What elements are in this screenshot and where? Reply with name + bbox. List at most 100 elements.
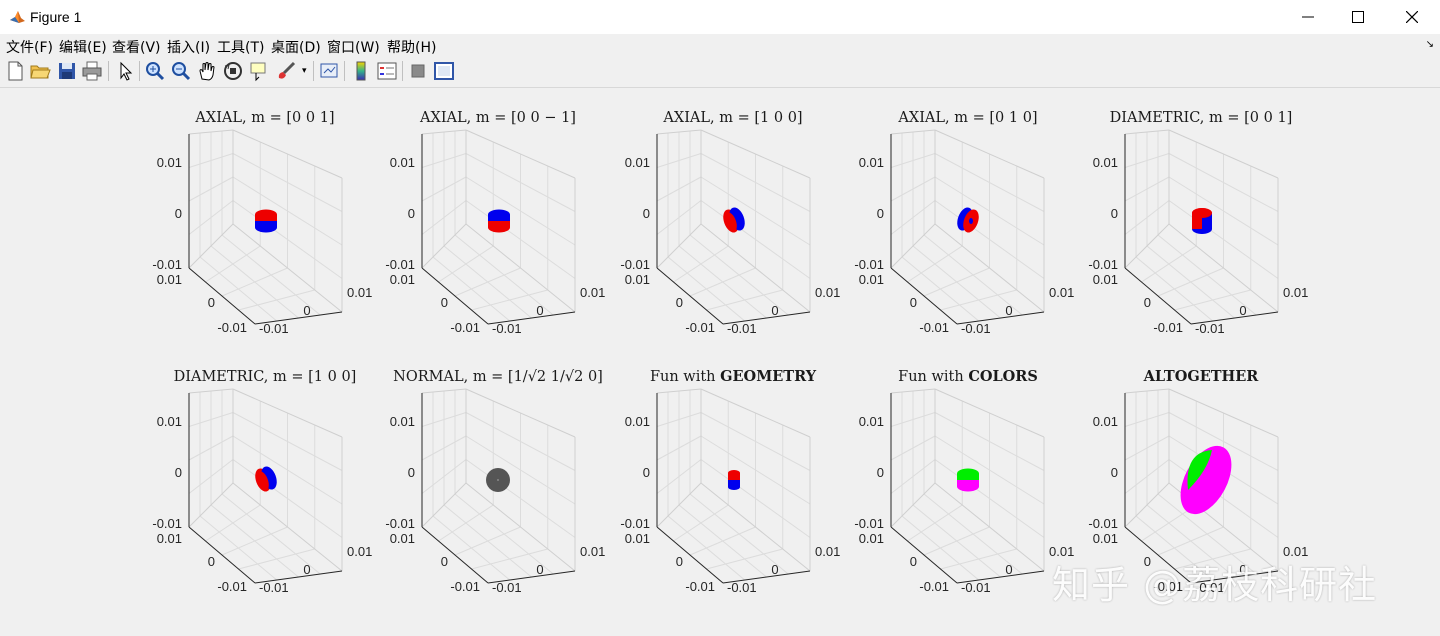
subplot-title-text: AXIAL, (662, 110, 719, 126)
zoom-in-icon[interactable] (144, 60, 166, 82)
hide-plot-tools-icon[interactable] (407, 60, 429, 82)
magnet-shape (957, 468, 979, 492)
tick-label: -0.01 (1088, 516, 1118, 531)
watermark: 知乎 @荔枝科研社 (1052, 563, 1378, 607)
brush-icon[interactable] (275, 60, 297, 82)
minimize-button[interactable] (1282, 0, 1334, 34)
grid-line (471, 289, 548, 311)
subplot-axes[interactable]: 0.010-0.010.010-0.01 -0.0100.01DIAMETRIC,… (1088, 110, 1308, 336)
menu-desktop[interactable]: 桌面(D) (271, 40, 321, 56)
new-figure-icon[interactable] (4, 60, 26, 82)
magnet-shape (255, 209, 277, 233)
axes-box-edge (1168, 223, 1279, 313)
axes-box-edge (188, 129, 234, 135)
tick-label: 0 (676, 295, 683, 310)
tick-label: 0.01 (859, 155, 884, 170)
rotate-3d-icon[interactable] (222, 60, 244, 82)
menu-window[interactable]: 窗口(W) (327, 40, 380, 56)
tick-label: 0.01 (390, 414, 415, 429)
menu-view[interactable]: 查看(V) (112, 40, 161, 56)
grid-line (890, 200, 936, 235)
tick-label: 0 (771, 562, 778, 577)
menu-edit[interactable]: 编辑(E) (59, 40, 107, 56)
tick-label: 0 (676, 554, 683, 569)
grid-line (221, 267, 288, 297)
tick-label: -0.01 (961, 580, 991, 595)
colorbar-icon[interactable] (350, 60, 372, 82)
magnet-shape (1192, 208, 1212, 234)
tick-label: 0 (208, 554, 215, 569)
tick-label: -0.01 (961, 321, 991, 336)
print-icon[interactable] (81, 60, 103, 82)
select-arrow-icon[interactable] (114, 60, 136, 82)
subplot-title-text: NORMAL, (393, 369, 473, 385)
window-title: Figure 1 (30, 9, 82, 25)
close-button[interactable] (1386, 0, 1438, 34)
y-axis-line (1124, 526, 1192, 584)
tick-label: 0.01 (1093, 155, 1118, 170)
axes-box-edge (465, 388, 576, 438)
tick-label: -0.01 (620, 516, 650, 531)
brush-dropdown-icon[interactable]: ▾ (302, 66, 307, 76)
tick-label: 0 (910, 554, 917, 569)
axes-box-edge (421, 482, 467, 528)
axes-box-edge (188, 223, 234, 269)
axes-box-edge (890, 482, 936, 528)
menu-tools[interactable]: 工具(T) (217, 40, 265, 56)
y-axis-line (421, 267, 489, 325)
menu-file[interactable]: 文件(F) (6, 40, 53, 56)
grid-line (454, 267, 521, 297)
subplot-title-math: m = [0 0 1] (251, 110, 334, 126)
tick-label: 0 (175, 465, 182, 480)
tick-label: 0.01 (157, 531, 182, 546)
subplot-axes[interactable]: 0.010-0.010.010-0.01 -0.0100.01DIAMETRIC,… (152, 369, 372, 595)
pan-hand-icon[interactable] (196, 60, 218, 82)
matlab-logo-icon (9, 8, 26, 25)
axes-box-edge (465, 482, 576, 572)
subplot-title-text: AXIAL, (419, 110, 476, 126)
grid-line (465, 200, 576, 279)
grid-line (1157, 267, 1224, 297)
grid-line (706, 548, 783, 570)
save-icon[interactable] (56, 60, 78, 82)
link-plot-icon[interactable] (318, 60, 340, 82)
grid-line (689, 267, 756, 297)
axes-box-edge (232, 129, 343, 179)
legend-icon[interactable] (376, 60, 398, 82)
open-file-icon[interactable] (29, 60, 51, 82)
grid-line (940, 548, 1017, 570)
menu-help[interactable]: 帮助(H) (387, 40, 437, 56)
tick-label: -0.01 (727, 321, 757, 336)
axes-box-edge (188, 482, 234, 528)
tick-label: 0 (1111, 206, 1118, 221)
tick-label: 0.01 (580, 544, 605, 559)
grid-line (923, 267, 990, 297)
y-axis-line (890, 267, 958, 325)
subplot-title: DIAMETRIC, m = [0 0 1] (1110, 110, 1293, 126)
axes-box-edge (700, 482, 811, 572)
close-icon (1406, 11, 1418, 23)
figure-canvas[interactable]: 0.01 0 -0.01 0.01 0 -0.01 -0.01 0 0.01 AXIAL, m =… (0, 88, 1440, 636)
zoom-out-icon[interactable] (170, 60, 192, 82)
show-plot-tools-icon[interactable] (433, 60, 455, 82)
subplot-title: NORMAL, m = [1/√2 1/√2 0] (393, 369, 603, 385)
axes-box-edge (1124, 129, 1170, 135)
maximize-icon (1352, 11, 1364, 23)
x-axis-line (956, 311, 1045, 325)
dock-arrow-icon[interactable]: ↘ (1425, 39, 1434, 50)
menu-insert[interactable]: 插入(I) (167, 40, 211, 56)
tick-label: -0.01 (450, 320, 480, 335)
tick-label: 0.01 (625, 414, 650, 429)
tick-label: 0 (175, 206, 182, 221)
grid-line (1157, 493, 1257, 575)
data-cursor-icon[interactable] (248, 60, 270, 82)
maximize-button[interactable] (1332, 0, 1384, 34)
